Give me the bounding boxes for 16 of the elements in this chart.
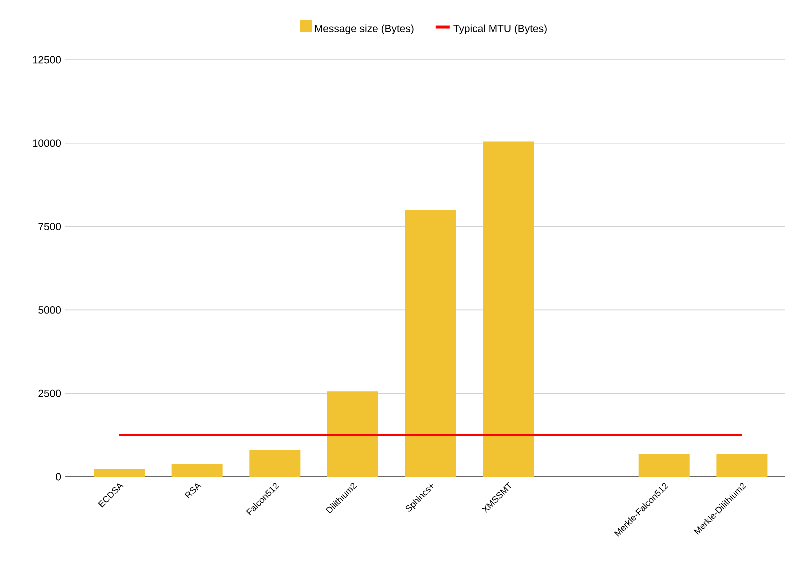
bar bbox=[405, 210, 456, 477]
bar bbox=[328, 392, 379, 477]
y-tick-label: 7500 bbox=[38, 223, 62, 231]
bar bbox=[716, 454, 768, 477]
bar bbox=[483, 142, 534, 477]
bar bbox=[94, 469, 145, 477]
bar bbox=[250, 450, 301, 477]
y-tick-label: 2500 bbox=[38, 390, 62, 398]
legend-label: Message size (Bytes) bbox=[315, 24, 414, 34]
legend-label: Typical MTU (Bytes) bbox=[454, 24, 547, 34]
y-tick-label: 12500 bbox=[33, 56, 62, 64]
bar bbox=[638, 454, 690, 477]
bar bbox=[172, 464, 223, 477]
y-tick-label: 5000 bbox=[38, 306, 62, 314]
y-tick-label: 10000 bbox=[33, 140, 62, 148]
y-tick-label: 0 bbox=[56, 473, 62, 481]
